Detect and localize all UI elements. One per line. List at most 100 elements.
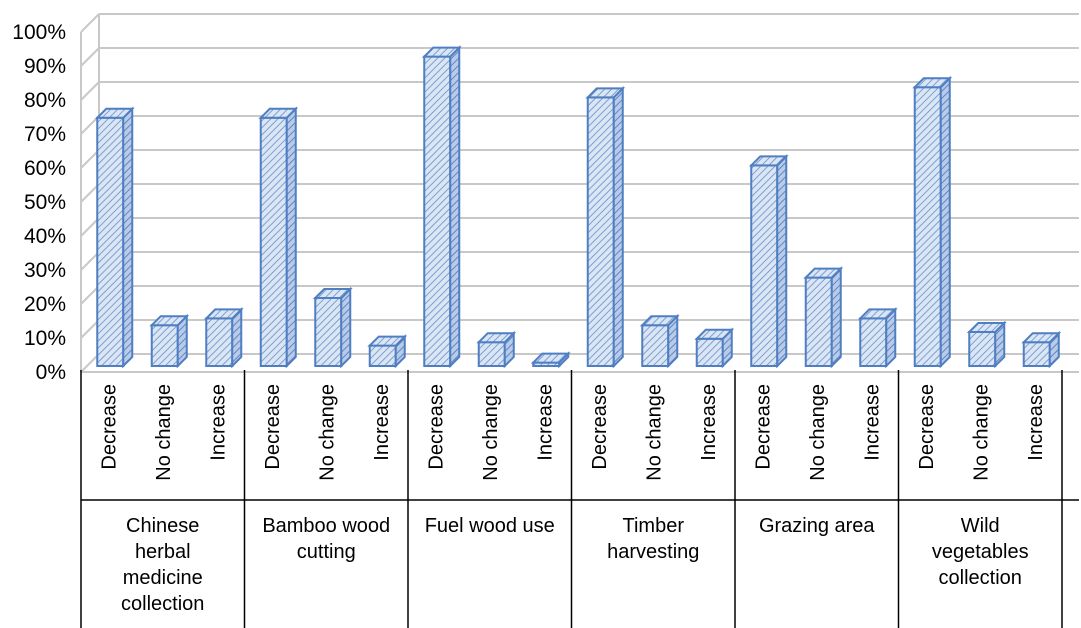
y-tick-label: 30% — [24, 259, 66, 282]
gridline-side — [80, 81, 100, 101]
group-label: vegetables — [932, 541, 1029, 563]
x-axis: Decrease No change Increase Chinese herbal me… — [80, 370, 1079, 628]
gridline-side — [80, 217, 100, 237]
bar — [585, 85, 626, 369]
category-label: No change — [153, 384, 175, 481]
bar-side — [939, 75, 951, 369]
bar-top — [639, 315, 680, 327]
bar — [1021, 330, 1062, 369]
bar-front — [477, 341, 506, 368]
y-tick-label: 100% — [12, 21, 66, 44]
category-label: No change — [970, 384, 992, 481]
bar-top — [694, 328, 735, 340]
group-label: Fuel wood use — [425, 515, 555, 537]
bar-top — [94, 107, 135, 119]
category-label: Increase — [207, 384, 229, 461]
category-label: Increase — [698, 384, 720, 461]
y-tick-label: 50% — [24, 191, 66, 214]
category-label: Decrease — [916, 384, 938, 470]
category-label: Increase — [534, 384, 556, 461]
group-label: cutting — [297, 541, 356, 563]
bar-top — [476, 332, 517, 344]
bar-front — [205, 317, 234, 367]
category-label: No change — [480, 384, 502, 481]
bar — [203, 306, 244, 369]
category-label: Increase — [861, 384, 883, 461]
bar-top — [258, 107, 299, 119]
gridline-side — [80, 183, 100, 203]
category-label: Decrease — [98, 384, 120, 470]
y-tick-label: 20% — [24, 293, 66, 316]
bar-top — [312, 288, 353, 299]
bar-front — [1022, 341, 1051, 368]
gridline-side — [80, 115, 100, 135]
bar-side — [830, 266, 842, 369]
bar-side — [776, 153, 788, 369]
bar — [857, 306, 898, 369]
bar-front — [150, 324, 179, 368]
bar — [258, 106, 299, 369]
bar-top — [748, 155, 789, 167]
gridline-side — [80, 251, 100, 271]
bar — [149, 313, 190, 369]
category-label: Decrease — [425, 384, 447, 470]
bar-side — [340, 286, 352, 369]
group-label: harvesting — [607, 541, 699, 563]
category-label: Increase — [371, 384, 393, 461]
bar-top — [367, 335, 408, 347]
y-axis-ticks: 0% 10% 20% 30% 40% 50% 60% 70% 80% 90% 100% — [12, 21, 66, 384]
bar-top — [966, 322, 1007, 333]
bar — [694, 327, 735, 369]
y-tick-label: 40% — [24, 225, 66, 248]
bar-front — [750, 164, 779, 367]
bar — [803, 266, 844, 369]
bar-top — [803, 267, 844, 279]
bar-top — [149, 315, 190, 327]
gridline-side — [80, 353, 100, 373]
y-tick-label: 60% — [24, 157, 66, 180]
y-tick-label: 90% — [24, 55, 66, 78]
bar-front — [259, 116, 288, 367]
bar-front — [859, 317, 888, 367]
bar-side — [449, 45, 461, 369]
bar — [312, 286, 353, 369]
bar-top — [912, 77, 953, 89]
bars — [94, 45, 1062, 369]
group-label: Bamboo wood — [262, 515, 390, 537]
bar-side — [122, 106, 134, 369]
gridline-side — [80, 319, 100, 339]
bar-top — [1021, 332, 1062, 344]
bar-front — [968, 331, 997, 367]
bar — [748, 153, 789, 369]
y-tick-label: 0% — [36, 361, 66, 384]
bar-top — [585, 87, 626, 99]
group-label: medicine — [123, 567, 203, 589]
bar — [367, 334, 408, 369]
gridline-side — [80, 47, 100, 67]
category-label: Increase — [1025, 384, 1047, 461]
category-label: No change — [643, 384, 665, 481]
bar-front — [641, 324, 670, 368]
bar-front — [695, 337, 724, 367]
y-tick-label: 80% — [24, 89, 66, 112]
bar — [639, 313, 680, 369]
bar — [912, 75, 953, 369]
bar — [94, 106, 135, 369]
category-label: Decrease — [589, 384, 611, 470]
y-tick-label: 70% — [24, 123, 66, 146]
bar — [421, 45, 462, 369]
bar-front — [96, 116, 125, 367]
group-label: Timber — [623, 515, 685, 537]
bar-front — [368, 344, 397, 368]
bar-top — [203, 308, 244, 320]
bar-front — [423, 55, 452, 367]
bar-top — [530, 352, 571, 364]
bar — [530, 351, 571, 369]
group-label: collection — [121, 593, 204, 615]
group-label: herbal — [135, 541, 191, 563]
gridline-side — [80, 149, 100, 169]
group-label: Wild — [961, 515, 1000, 537]
y-tick-label: 10% — [24, 327, 66, 350]
gridline-side — [80, 13, 100, 33]
